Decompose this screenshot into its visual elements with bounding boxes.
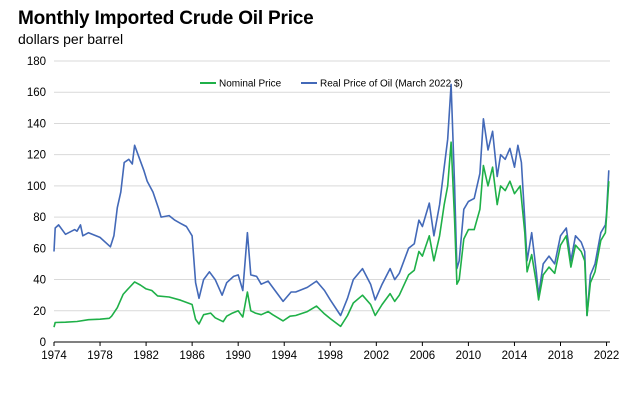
- chart-subtitle: dollars per barrel: [18, 31, 124, 47]
- y-tick-label: 120: [27, 150, 46, 162]
- y-tick-label: 60: [33, 243, 46, 255]
- x-tick-label: 2010: [456, 350, 482, 362]
- legend: Nominal Price Real Price of Oil (March 20…: [200, 79, 463, 90]
- x-tick-label: 1994: [271, 350, 297, 362]
- x-tick-label: 2006: [410, 350, 436, 362]
- y-tick-label: 100: [27, 181, 46, 193]
- y-tick-label: 0: [40, 337, 46, 349]
- x-tick-label: 2014: [502, 350, 528, 362]
- x-tick-label: 2002: [364, 350, 390, 362]
- nominal-price-line: [53, 141, 610, 328]
- legend-nominal-price-label: Nominal Price: [219, 79, 282, 90]
- y-tick-label: 80: [33, 212, 46, 224]
- x-tick-label: 2018: [548, 350, 574, 362]
- x-tick-label: 1978: [87, 350, 113, 362]
- gridlines: [54, 60, 610, 343]
- y-tick-label: 40: [33, 275, 46, 287]
- x-axis-ticks: 1974 1978 1982 1986 1990 1994 1998 2002 2006 2010…: [41, 342, 619, 362]
- y-tick-label: 140: [27, 118, 46, 130]
- x-tick-label: 1982: [133, 350, 159, 362]
- y-tick-label: 160: [27, 87, 46, 99]
- real-price-line: [53, 83, 610, 317]
- legend-real-price-label: Real Price of Oil (March 2022 $): [320, 79, 463, 90]
- chart-title: Monthly Imported Crude Oil Price: [18, 8, 314, 29]
- x-tick-label: 1986: [179, 350, 205, 362]
- y-axis-ticks: 0 20 40 60 80 100 120 140 160 180: [27, 56, 46, 349]
- x-tick-label: 1990: [225, 350, 251, 362]
- x-tick-label: 1974: [41, 350, 67, 362]
- y-tick-label: 20: [33, 306, 46, 318]
- y-tick-label: 180: [27, 56, 46, 68]
- x-tick-label: 2022: [594, 350, 620, 362]
- series-lines: [53, 83, 610, 328]
- x-tick-label: 1998: [317, 350, 343, 362]
